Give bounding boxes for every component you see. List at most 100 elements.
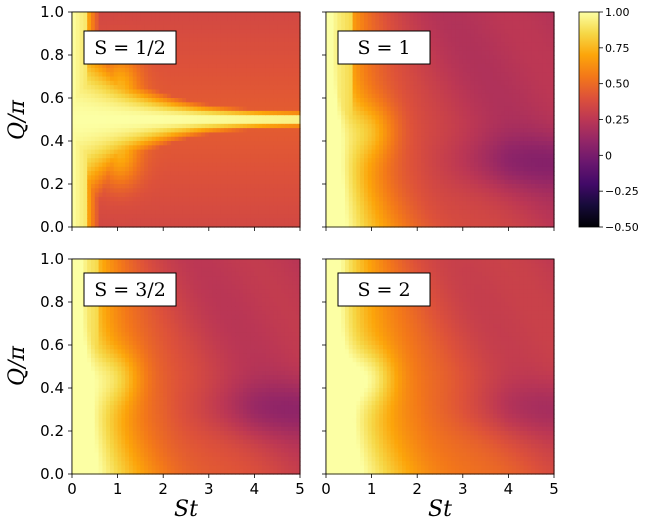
heatmap-cell: [462, 76, 468, 82]
heatmap-cell: [447, 209, 452, 215]
heatmap-cell: [288, 209, 293, 215]
heatmap-cell: [386, 98, 392, 103]
heatmap-cell: [462, 98, 468, 103]
heatmap-cell: [292, 196, 297, 202]
heatmap-cell: [417, 209, 422, 215]
heatmap-cell: [432, 12, 437, 17]
heatmap-cell: [262, 24, 267, 30]
heatmap-cell: [296, 55, 301, 60]
heatmap-cell: [296, 158, 301, 164]
heatmap-cell: [151, 192, 157, 198]
heatmap-cell: [428, 119, 433, 125]
heatmap-cell: [383, 153, 388, 159]
heatmap-cell: [224, 149, 229, 155]
heatmap-cell: [250, 179, 255, 185]
heatmap-cell: [87, 153, 92, 159]
heatmap-cell: [273, 119, 278, 125]
heatmap-cell: [466, 171, 471, 176]
heatmap-cell: [75, 222, 81, 228]
heatmap-cell: [326, 141, 331, 146]
heatmap-cell: [466, 12, 471, 17]
heatmap-cell: [258, 89, 263, 95]
heatmap-cell: [451, 59, 456, 65]
heatmap-cell: [197, 201, 202, 207]
heatmap-cell: [451, 20, 456, 26]
heatmap-cell: [436, 110, 441, 116]
heatmap-cell: [243, 115, 248, 121]
heatmap-cell: [201, 171, 206, 176]
heatmap-cell: [231, 188, 236, 194]
heatmap-cell: [424, 89, 430, 95]
heatmap-cell: [182, 209, 187, 215]
heatmap-cell: [201, 166, 206, 172]
heatmap-cell: [235, 153, 240, 159]
heatmap-cell: [239, 102, 244, 108]
heatmap-cell: [386, 158, 392, 164]
heatmap-cell: [212, 141, 217, 146]
heatmap-cell: [151, 123, 157, 129]
heatmap-cell: [409, 171, 414, 176]
heatmap-cell: [455, 166, 460, 172]
heatmap-cell: [246, 50, 252, 56]
heatmap-cell: [371, 158, 376, 164]
heatmap-cell: [239, 50, 244, 56]
heatmap-cell: [329, 98, 335, 103]
heatmap-cell: [333, 128, 338, 133]
heatmap-cell: [110, 201, 115, 207]
heatmap-cell: [220, 102, 225, 108]
heatmap-cell: [151, 128, 157, 133]
heatmap-cell: [250, 12, 255, 17]
heatmap-cell: [326, 46, 331, 52]
heatmap-cell: [273, 46, 278, 52]
heatmap-cell: [144, 102, 149, 108]
heatmap-cell: [470, 196, 475, 202]
heatmap-cell: [379, 179, 384, 185]
heatmap-cell: [140, 153, 145, 159]
heatmap-cell: [375, 98, 380, 103]
heatmap-cell: [239, 33, 244, 39]
heatmap-cell: [136, 106, 141, 112]
heatmap-cell: [178, 85, 183, 90]
heatmap-cell: [383, 24, 388, 30]
heatmap-cell: [235, 136, 240, 142]
heatmap-cell: [208, 59, 214, 65]
heatmap-cell: [201, 119, 206, 125]
heatmap-cell: [470, 162, 475, 168]
heatmap-cell: [284, 145, 290, 151]
heatmap-cell: [87, 80, 92, 86]
heatmap-cell: [193, 85, 198, 90]
heatmap-cell: [155, 145, 160, 151]
heatmap-cell: [129, 76, 134, 82]
heatmap-cell: [413, 201, 418, 207]
heatmap-cell: [110, 188, 115, 194]
heatmap-cell: [167, 76, 172, 82]
heatmap-cell: [451, 192, 456, 198]
heatmap-cell: [72, 201, 77, 207]
heatmap-cell: [193, 67, 198, 73]
heatmap-cell: [258, 106, 263, 112]
heatmap-cell: [402, 102, 407, 108]
heatmap-cell: [220, 175, 225, 181]
heatmap-cell: [201, 153, 206, 159]
heatmap-cell: [459, 119, 464, 125]
heatmap-cell: [159, 192, 164, 198]
heatmap-cell: [432, 102, 437, 108]
heatmap-cell: [333, 214, 338, 219]
heatmap-cell: [72, 16, 77, 22]
heatmap-cell: [386, 201, 392, 207]
heatmap-cell: [436, 184, 441, 189]
heatmap-cell: [398, 209, 403, 215]
heatmap-cell: [292, 188, 297, 194]
heatmap-cell: [155, 12, 160, 17]
heatmap-cell: [428, 93, 433, 99]
heatmap-cell: [178, 175, 183, 181]
heatmap-cell: [281, 110, 286, 116]
heatmap-cell: [94, 149, 100, 155]
heatmap-cell: [136, 141, 141, 146]
heatmap-cell: [265, 175, 271, 181]
heatmap-cell: [265, 67, 271, 73]
heatmap-cell: [375, 115, 380, 121]
heatmap-cell: [428, 59, 433, 65]
heatmap-cell: [201, 85, 206, 90]
heatmap-cell: [212, 80, 217, 86]
